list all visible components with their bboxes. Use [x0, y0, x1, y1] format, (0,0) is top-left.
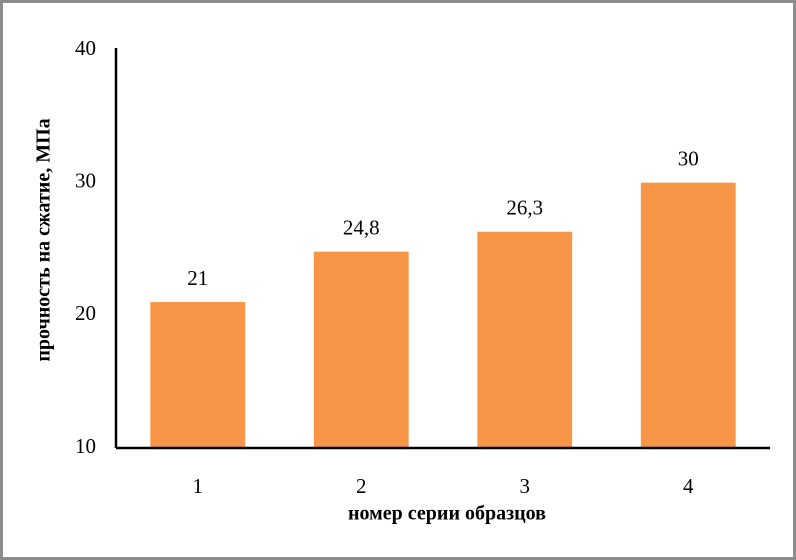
y-tick-label: 10	[75, 434, 96, 458]
x-tick-label: 1	[193, 474, 204, 498]
y-tick-label: 30	[75, 168, 96, 192]
y-axis-title: прочность на сжатие, МПа	[33, 118, 55, 361]
bar	[313, 251, 409, 448]
value-label: 30	[678, 146, 699, 170]
bar	[150, 302, 246, 448]
x-tick-label: 3	[520, 474, 531, 498]
y-tick-label: 20	[75, 301, 96, 325]
y-tick-label: 40	[75, 36, 96, 60]
x-axis-title: номер серии образцов	[348, 503, 546, 525]
bar	[640, 182, 736, 448]
value-label: 24,8	[343, 215, 380, 239]
value-label: 26,3	[506, 196, 543, 220]
x-tick-label: 4	[683, 474, 694, 498]
value-label: 21	[187, 266, 208, 290]
x-tick-label: 2	[356, 474, 367, 498]
bar	[477, 231, 573, 448]
